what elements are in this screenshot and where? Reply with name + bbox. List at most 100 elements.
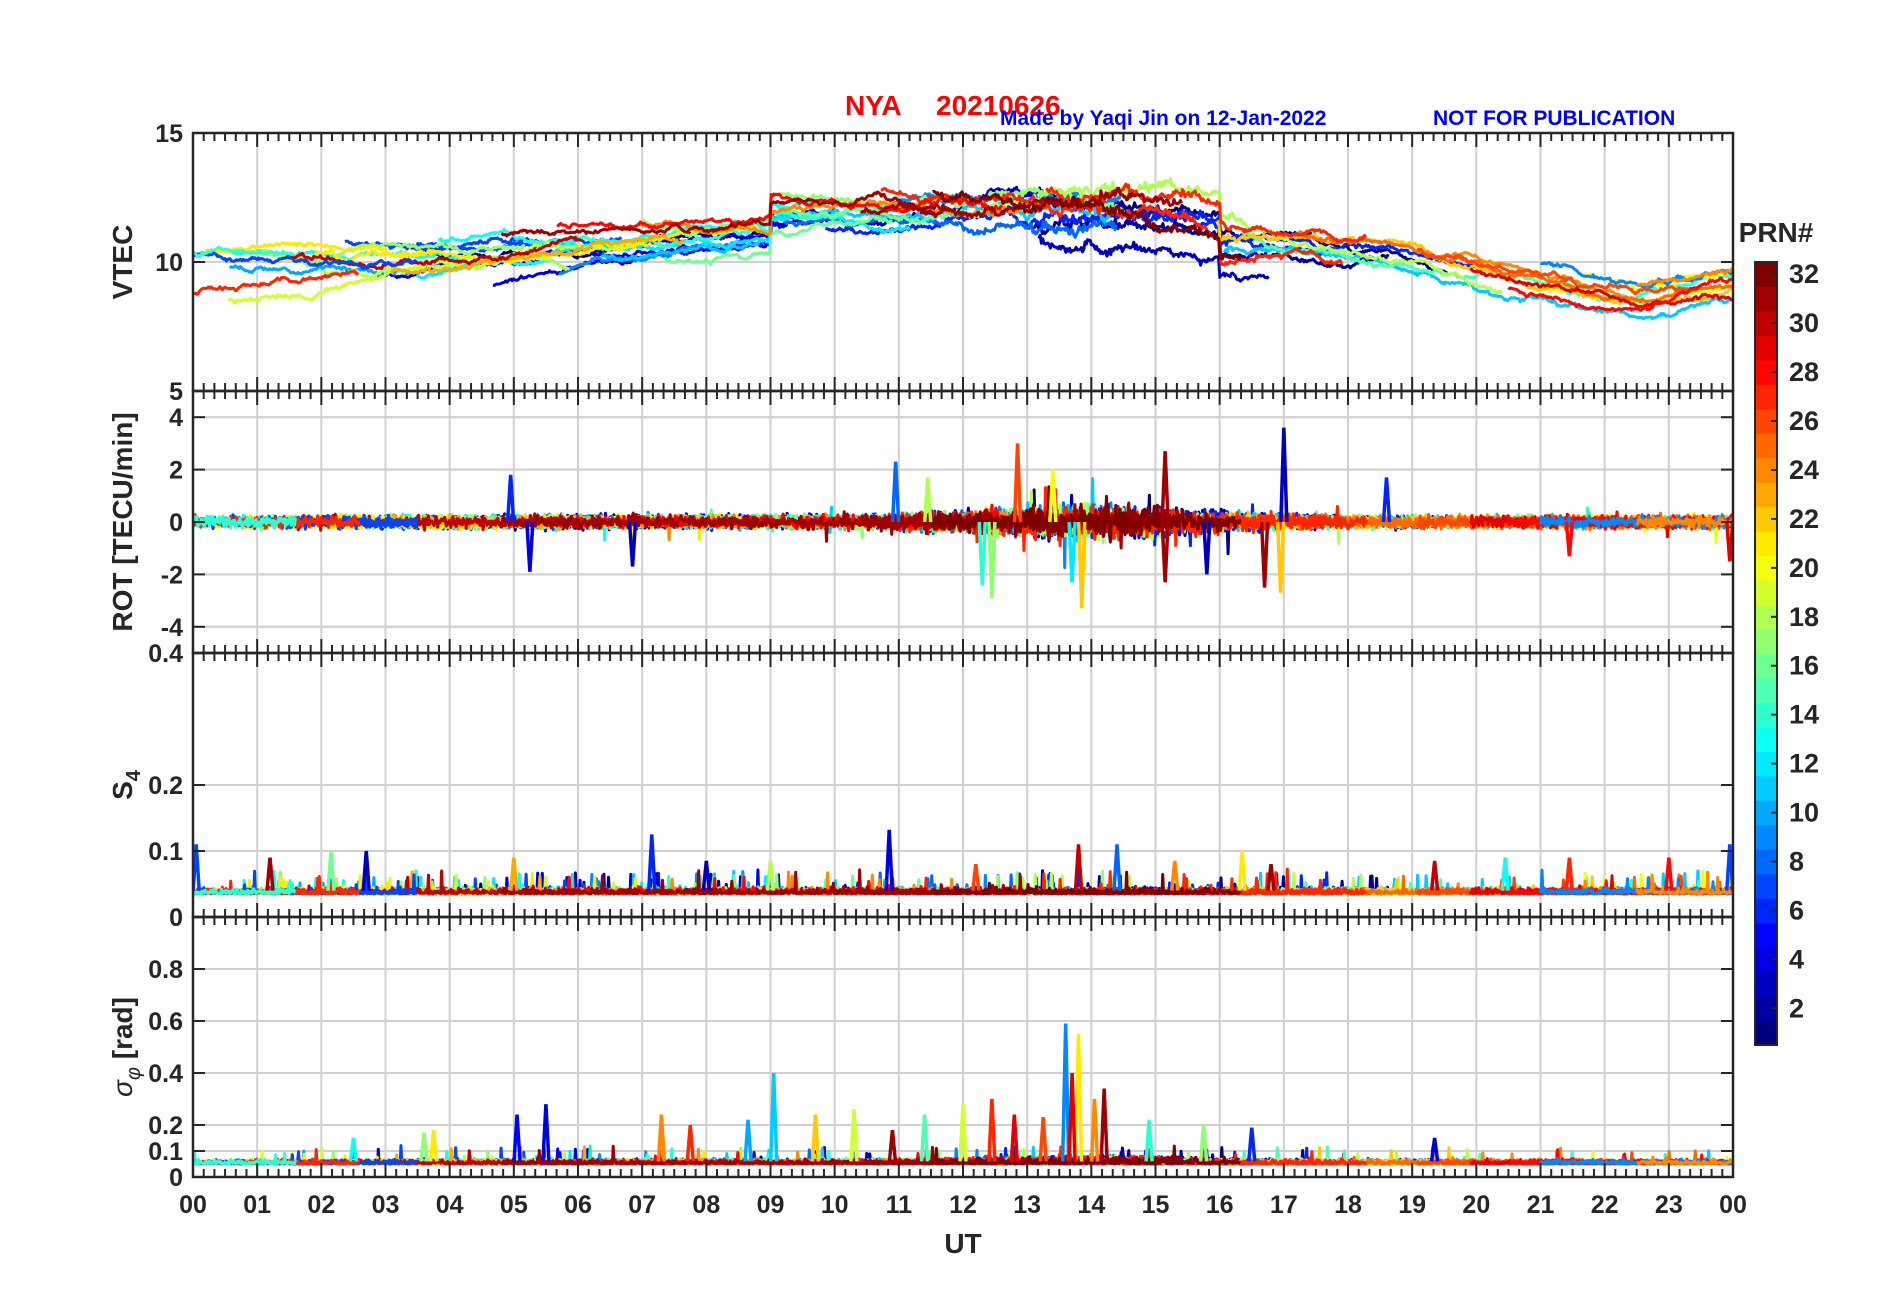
y-tick-label: 0.1 [148, 838, 183, 866]
x-tick-label: 00 [1719, 1191, 1747, 1219]
x-tick-label: 12 [949, 1191, 977, 1219]
y-tick-label: 0.2 [148, 1112, 183, 1140]
colorbar-tick-label: 8 [1789, 846, 1804, 876]
panel-3: 0 0.1 0.2 0.4 S4 [107, 640, 1735, 932]
colorbar-swatch [1755, 873, 1777, 899]
x-tick-label: 07 [628, 1191, 656, 1219]
spike-prn-6 [1247, 1127, 1257, 1162]
y-tick-label: -2 [161, 561, 183, 589]
title-date: 20210626 [936, 90, 1061, 121]
colorbar-swatch [1755, 702, 1777, 728]
spike-prn-31 [887, 1130, 898, 1162]
series-prn-24 [1636, 267, 1733, 287]
x-tick-label: 16 [1206, 1191, 1234, 1219]
x-tick-label: 01 [243, 1191, 271, 1219]
spike-prn-17 [1198, 1124, 1209, 1162]
spike-prn-31 [265, 857, 275, 891]
spike-prn-14 [1144, 1119, 1154, 1162]
x-tick-label: 09 [757, 1191, 785, 1219]
series-prn-32 [931, 1144, 1242, 1166]
spike-prn-27 [1564, 857, 1575, 891]
colorbar-swatch [1755, 996, 1777, 1022]
colorbar-swatch [1755, 971, 1777, 997]
colorbar-swatch [1755, 849, 1777, 875]
spike-prn-26 [971, 864, 981, 891]
colorbar-frame [1754, 261, 1778, 1046]
series-prn-27 [193, 269, 359, 296]
x-tick-label: 21 [1527, 1191, 1555, 1219]
panel-2-ticks [192, 391, 1734, 653]
spike-prn-27 [987, 1098, 997, 1162]
x-tick-label: 02 [307, 1191, 335, 1219]
spike-prn-14 [977, 521, 987, 585]
colorbar-tick-label: 24 [1789, 455, 1819, 485]
spike-prn-31 [1160, 521, 1170, 583]
spike-prn-8 [890, 461, 901, 523]
y-tick-label: 15 [155, 120, 183, 148]
x-tick-label: 13 [1013, 1191, 1041, 1219]
y-tick-label: 5 [169, 378, 183, 406]
spike-prn-20 [1048, 469, 1058, 523]
colorbar-swatch [1755, 408, 1777, 434]
panel-4-series [193, 1023, 1733, 1166]
colorbar-swatch [1755, 800, 1777, 826]
colorbar-title: PRN# [1739, 217, 1814, 248]
colorbar-tick-label: 2 [1789, 993, 1804, 1023]
panel-2-series [193, 427, 1733, 609]
spike-prn-11 [768, 1072, 779, 1162]
x-tick-label: 18 [1334, 1191, 1362, 1219]
panel-1-ticks [192, 132, 1734, 392]
y-tick-label: 0 [169, 1164, 183, 1192]
spike-prn-6 [1381, 477, 1392, 523]
spike-prn-8 [1112, 844, 1122, 891]
colorbar-tick-label: 22 [1789, 504, 1819, 534]
y-axis-label: σφ [rad] [107, 997, 145, 1097]
series-prn-11 [600, 197, 1112, 262]
colorbar-swatch [1755, 555, 1777, 581]
colorbar-swatch [1755, 775, 1777, 801]
spike-prn-4 [884, 829, 894, 891]
colorbar-swatch [1755, 457, 1777, 483]
spike-prn-31 [1266, 864, 1276, 891]
panel-3-grid [193, 653, 1733, 917]
spike-prn-18 [765, 860, 776, 891]
spike-prn-24 [1170, 860, 1180, 891]
spike-prn-4 [525, 521, 535, 572]
series-prn-7 [193, 251, 418, 271]
colorbar-tick-label: 6 [1789, 895, 1804, 925]
x-tick-label: 23 [1655, 1191, 1683, 1219]
series-prn-14 [193, 514, 297, 530]
x-tick-label: 19 [1398, 1191, 1426, 1219]
x-tick-label: 20 [1462, 1191, 1490, 1219]
spike-prn-12 [1067, 521, 1077, 583]
spike-prn-31 [1160, 451, 1170, 523]
spike-prn-19 [958, 1104, 968, 1162]
series-prn-13 [438, 199, 829, 250]
y-tick-label: 0 [169, 904, 183, 932]
y-tick-label: 0.6 [148, 1008, 183, 1036]
spike-prn-3 [701, 860, 712, 891]
spike-prn-26 [1038, 1117, 1048, 1162]
spike-prn-24 [656, 1114, 667, 1162]
colorbar-tick-label: 20 [1789, 553, 1819, 583]
spike-prn-26 [1012, 443, 1023, 523]
panel-4-grid [193, 917, 1733, 1177]
panel-3-ticks [192, 652, 1734, 918]
colorbar-swatch [1755, 359, 1777, 385]
series-prn-16 [663, 214, 893, 267]
colorbar-swatch [1755, 384, 1777, 410]
y-tick-label: 2 [169, 457, 183, 485]
spike-prn-28 [1564, 521, 1575, 557]
colorbar-swatch [1755, 824, 1777, 850]
x-tick-label: 05 [500, 1191, 528, 1219]
y-tick-label: 0.8 [148, 956, 183, 984]
colorbar-swatch [1755, 335, 1777, 361]
colorbar-tick-label: 28 [1789, 357, 1819, 387]
series-prn-32 [931, 870, 1242, 896]
spike-prn-17 [987, 521, 997, 599]
y-tick-label: 0.2 [148, 772, 183, 800]
series-prn-24 [1635, 870, 1733, 896]
spike-prn-13 [1500, 857, 1510, 891]
y-tick-label: 0.4 [148, 1060, 183, 1088]
